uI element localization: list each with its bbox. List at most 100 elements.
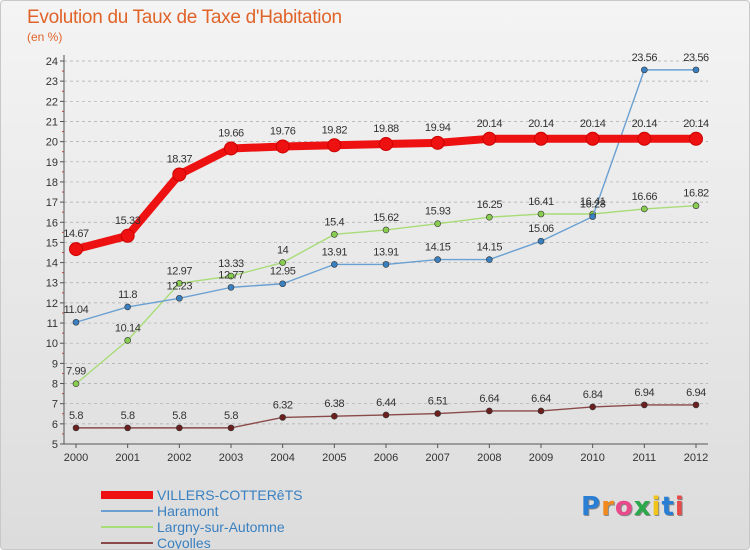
data-point	[537, 237, 545, 245]
legend-item-haramont[interactable]: Haramont	[101, 503, 302, 519]
data-label: 14.67	[63, 228, 89, 240]
data-label: 20.14	[683, 118, 709, 130]
x-tick-label: 2002	[167, 452, 191, 464]
data-point	[486, 213, 493, 221]
data-point	[641, 401, 648, 409]
data-point	[589, 213, 596, 220]
data-label: 6.84	[583, 389, 603, 401]
y-tick-label: 15	[46, 237, 58, 249]
data-label: 12.95	[270, 266, 296, 278]
data-point	[72, 424, 80, 432]
data-label: 6.32	[273, 399, 293, 411]
data-label: 19.66	[218, 127, 244, 139]
legend-label: Haramont	[157, 503, 219, 519]
data-label: 15.62	[373, 212, 399, 224]
y-tick-label: 10	[46, 338, 58, 350]
data-label: 16.82	[683, 188, 709, 200]
data-label: 14	[277, 245, 289, 257]
series-layer	[69, 66, 703, 432]
data-point	[227, 424, 235, 432]
legend-swatch	[101, 510, 153, 512]
data-label: 16.41	[528, 196, 554, 208]
x-tick-label: 2012	[684, 452, 708, 464]
data-point	[482, 131, 497, 146]
data-point	[72, 380, 80, 388]
x-tick-label: 2007	[425, 452, 449, 464]
y-tick-label: 23	[46, 76, 58, 88]
data-point	[641, 66, 648, 74]
data-label: 20.14	[632, 118, 658, 130]
legend-label: Largny-sur-Automne	[157, 519, 285, 535]
y-tick-label: 5	[52, 439, 58, 451]
data-point	[692, 401, 700, 409]
data-point	[279, 280, 286, 288]
data-label: 6.44	[376, 397, 396, 409]
data-label: 5.8	[224, 410, 238, 422]
data-point	[637, 131, 652, 146]
data-point	[227, 272, 235, 280]
data-label: 12.97	[167, 265, 193, 277]
data-point	[124, 337, 131, 344]
data-point	[585, 131, 600, 146]
y-tick-label: 9	[52, 358, 58, 370]
data-label: 20.14	[580, 118, 606, 130]
data-point	[379, 137, 393, 152]
data-point	[382, 261, 390, 268]
data-point	[124, 424, 131, 432]
data-point	[227, 284, 235, 291]
y-tick-label: 24	[46, 56, 58, 68]
x-tick-label: 2010	[580, 452, 604, 464]
y-tick-label: 7	[52, 399, 58, 411]
data-label: 12.77	[218, 269, 244, 281]
data-label: 16.28	[580, 199, 606, 211]
data-label: 6.51	[428, 396, 448, 408]
data-label: 14.15	[425, 242, 451, 254]
x-tick-label: 2003	[219, 452, 243, 464]
data-point	[692, 66, 700, 74]
y-tick-label: 12	[46, 298, 58, 310]
legend-item-largny[interactable]: Largny-sur-Automne	[101, 519, 302, 535]
data-label: 20.14	[477, 118, 503, 130]
y-tick-label: 11	[47, 318, 58, 330]
data-point	[382, 226, 390, 234]
data-point	[327, 138, 342, 153]
data-label: 16.41	[580, 196, 606, 208]
data-label: 5.8	[121, 410, 135, 422]
data-point	[176, 294, 183, 302]
data-label: 6.38	[324, 398, 344, 410]
x-tick-label: 2009	[529, 452, 553, 464]
data-point	[486, 256, 493, 263]
y-tick-label: 21	[46, 116, 58, 128]
legend-label: VILLERS-COTTERêTS	[157, 487, 303, 503]
y-tick-label: 18	[46, 177, 58, 189]
y-tick-label: 14	[46, 258, 58, 270]
y-tick-label: 19	[46, 157, 58, 169]
data-point	[382, 411, 390, 419]
chart-title: Evolution du Taux de Taxe d'Habitation	[27, 7, 342, 28]
data-point	[434, 410, 441, 417]
data-point	[275, 139, 290, 154]
data-label: 19.82	[322, 124, 348, 136]
data-point	[124, 303, 131, 311]
data-point	[172, 167, 187, 182]
data-label: 6.64	[479, 393, 499, 405]
data-point	[430, 135, 445, 150]
data-label: 6.94	[634, 387, 654, 399]
data-label: 20.14	[528, 118, 554, 130]
data-label: 7.99	[66, 366, 86, 378]
data-point	[534, 131, 548, 146]
x-tick-label: 2005	[322, 452, 346, 464]
data-point	[331, 261, 338, 268]
data-label: 11.04	[64, 304, 89, 316]
x-tick-label: 2011	[633, 452, 657, 464]
data-label: 12.23	[167, 280, 193, 292]
x-tick-label: 2008	[477, 452, 501, 464]
data-label: 6.64	[531, 393, 551, 405]
x-tick-label: 2000	[64, 452, 88, 464]
data-label: 14.15	[477, 242, 503, 254]
legend-item-coyolles[interactable]: Coyolles	[101, 535, 302, 549]
data-label: 11.8	[118, 289, 137, 301]
data-label: 13.91	[322, 246, 348, 258]
legend-item-villers-cotterets[interactable]: VILLERS-COTTERêTS	[101, 487, 302, 503]
